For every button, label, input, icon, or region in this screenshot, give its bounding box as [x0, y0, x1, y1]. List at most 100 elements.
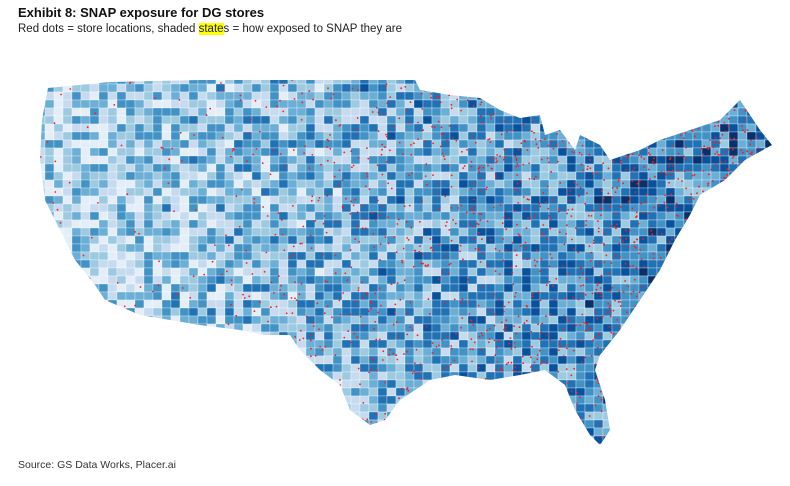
store-dot: [500, 368, 502, 371]
county: [620, 435, 631, 445]
county: [674, 107, 685, 117]
store-dot: [770, 94, 772, 97]
county: [656, 379, 667, 389]
county: [620, 403, 631, 413]
store-dot: [504, 323, 506, 326]
county: [134, 291, 145, 301]
county: [305, 283, 316, 293]
county: [260, 211, 271, 221]
store-dot: [425, 265, 427, 267]
county: [485, 123, 496, 133]
county: [728, 243, 739, 253]
store-dot: [229, 387, 232, 390]
county: [296, 315, 307, 325]
county: [440, 395, 451, 405]
county: [512, 371, 523, 381]
county: [278, 427, 289, 437]
county: [188, 395, 199, 405]
county: [557, 179, 568, 189]
county: [359, 163, 370, 173]
store-dot: [513, 342, 516, 344]
county: [296, 155, 307, 165]
county: [467, 251, 478, 261]
county: [647, 315, 658, 325]
store-dot: [418, 220, 421, 223]
county: [233, 323, 244, 333]
county: [485, 419, 496, 429]
store-dot: [572, 441, 575, 444]
county: [737, 315, 748, 325]
county: [251, 163, 262, 173]
county: [395, 411, 406, 421]
county: [62, 131, 73, 141]
county: [233, 99, 244, 109]
county: [224, 275, 235, 285]
county: [629, 283, 640, 293]
county: [242, 171, 253, 181]
county: [746, 115, 757, 125]
county: [548, 427, 559, 437]
county: [530, 219, 541, 229]
county: [774, 268, 783, 276]
county: [575, 403, 586, 413]
county: [215, 107, 226, 117]
county: [656, 371, 667, 381]
store-dot: [370, 302, 373, 304]
county: [107, 123, 118, 133]
store-dot: [647, 432, 649, 435]
county: [395, 267, 406, 277]
county: [755, 179, 766, 189]
county: [161, 227, 172, 237]
county: [143, 83, 154, 93]
county: [296, 251, 307, 261]
store-dot: [382, 420, 385, 423]
county: [179, 323, 190, 333]
county: [287, 211, 298, 221]
county: [566, 195, 577, 205]
store-dot: [731, 339, 734, 342]
county: [638, 339, 649, 349]
county: [377, 243, 388, 253]
store-dot: [653, 162, 655, 165]
county: [458, 387, 469, 397]
county: [359, 339, 370, 349]
county: [746, 107, 757, 117]
store-dot: [474, 141, 477, 144]
store-dot: [173, 210, 175, 213]
county: [665, 403, 676, 413]
county: [44, 355, 55, 365]
county: [287, 339, 298, 349]
county: [197, 299, 208, 309]
county: [458, 307, 469, 317]
county: [422, 347, 433, 357]
county: [755, 107, 766, 117]
store-dot: [738, 217, 740, 219]
county: [332, 291, 343, 301]
county: [71, 307, 82, 317]
county: [422, 195, 433, 205]
county: [386, 419, 397, 429]
county: [107, 427, 118, 437]
county: [80, 403, 91, 413]
county: [125, 243, 136, 253]
county: [215, 307, 226, 317]
county: [647, 443, 658, 445]
county: [170, 411, 181, 421]
county: [71, 123, 82, 133]
county: [44, 139, 55, 149]
county: [116, 179, 127, 189]
county: [665, 379, 676, 389]
store-dot: [612, 119, 615, 121]
county: [449, 163, 460, 173]
store-dot: [279, 99, 281, 102]
store-dot: [597, 395, 600, 397]
county: [40, 219, 46, 229]
store-dot: [417, 121, 419, 124]
store-dot: [120, 144, 123, 147]
county: [89, 163, 100, 173]
county: [368, 347, 379, 357]
county: [440, 227, 451, 237]
county: [539, 259, 550, 269]
county: [719, 91, 730, 101]
county: [89, 99, 100, 109]
